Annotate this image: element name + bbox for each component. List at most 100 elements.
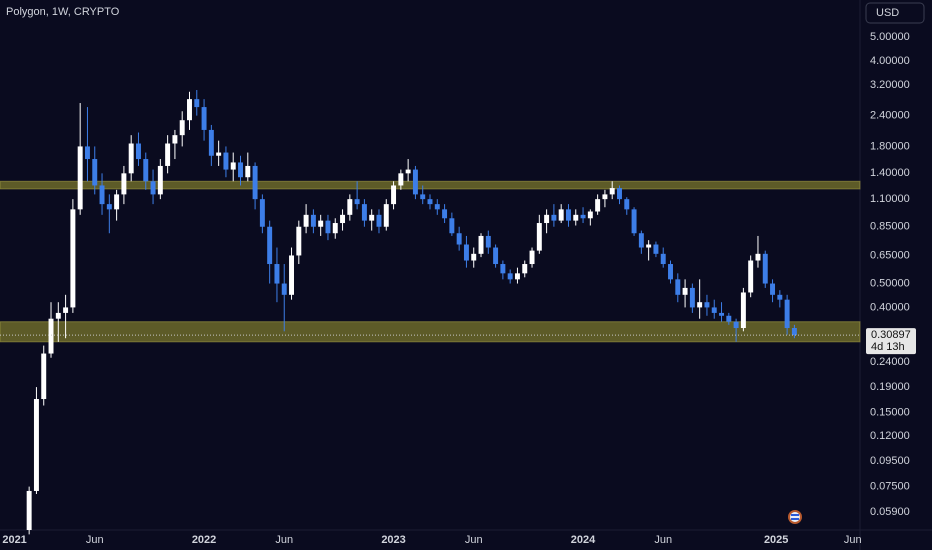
- candle-body: [289, 255, 295, 295]
- candle-body: [711, 307, 717, 313]
- candle-body: [456, 233, 462, 245]
- candle-body: [245, 165, 251, 178]
- y-tick-label: 0.12000: [870, 430, 910, 442]
- candle-body: [150, 181, 156, 195]
- candle-body: [485, 235, 491, 248]
- x-tick-label: 2022: [192, 534, 216, 546]
- candle-body: [33, 399, 39, 491]
- candle-body: [500, 264, 506, 274]
- chart-title: Polygon, 1W, CRYPTO: [6, 6, 120, 18]
- x-tick-label: 2023: [381, 534, 405, 546]
- candle-body: [719, 312, 725, 316]
- candle-body: [565, 209, 571, 221]
- candle-body: [770, 283, 776, 295]
- candle-body: [128, 143, 134, 174]
- candle-body: [697, 302, 703, 308]
- candle-body: [114, 194, 120, 210]
- y-tick-label: 1.80000: [870, 140, 910, 152]
- candle-body: [646, 244, 652, 248]
- candle-body: [536, 223, 542, 251]
- candle-body: [48, 318, 54, 354]
- event-flag[interactable]: [788, 510, 802, 524]
- candle-body: [493, 247, 499, 265]
- candle-body: [310, 214, 316, 227]
- y-tick-label: 0.15000: [870, 406, 910, 418]
- y-tick-label: 0.85000: [870, 221, 910, 233]
- candle-body: [777, 294, 783, 300]
- candle-body: [238, 162, 243, 178]
- candle-body: [748, 260, 754, 293]
- y-tick-label: 5.00000: [870, 31, 910, 43]
- y-tick-label: 0.65000: [870, 249, 910, 261]
- candle-body: [216, 152, 222, 156]
- candle-body: [340, 214, 346, 224]
- candle-body: [106, 204, 112, 210]
- candle-body: [580, 214, 586, 219]
- candle-body: [638, 233, 644, 248]
- candle-body: [143, 159, 149, 182]
- y-tick-label: 0.40000: [870, 301, 910, 313]
- zone: [0, 321, 861, 343]
- candle-body: [354, 199, 360, 205]
- candle-body: [427, 199, 433, 205]
- candle-body: [653, 244, 659, 254]
- y-tick-label: 0.19000: [870, 381, 910, 393]
- y-tick-label: 2.40000: [870, 110, 910, 122]
- candle-body: [99, 185, 105, 205]
- currency-label[interactable]: USD: [876, 7, 899, 19]
- x-tick-label: 2024: [571, 534, 596, 546]
- currency-button[interactable]: [865, 2, 925, 24]
- y-tick-label: 0.50000: [870, 277, 910, 289]
- candle-body: [201, 107, 207, 130]
- candle-body: [405, 169, 411, 174]
- candle-body: [347, 199, 353, 215]
- y-tick-label: 0.05900: [870, 506, 910, 518]
- candle-body: [70, 209, 76, 308]
- candle-body: [296, 226, 302, 256]
- candle-body: [92, 159, 98, 186]
- candle-body: [318, 220, 324, 227]
- candle-body: [602, 194, 608, 200]
- candle-body: [391, 185, 397, 205]
- candle-body: [471, 253, 477, 261]
- candle-body: [704, 302, 710, 308]
- zone: [0, 180, 861, 190]
- candle-body: [449, 218, 455, 234]
- candle-body: [165, 143, 171, 166]
- y-tick-label: 1.10000: [870, 193, 910, 205]
- candle-body: [303, 214, 309, 227]
- candle-body: [733, 321, 739, 329]
- candle-body: [675, 279, 681, 295]
- x-tick-label: 2021: [2, 534, 26, 546]
- candle-body: [179, 120, 185, 136]
- candle-body: [376, 214, 382, 227]
- candle-body: [63, 307, 69, 313]
- x-tick-label: 2025: [764, 534, 788, 546]
- candle-body: [682, 287, 688, 295]
- candle-body: [208, 129, 214, 156]
- x-tick-label: Jun: [654, 534, 672, 546]
- candle-body: [689, 287, 695, 308]
- candle-body: [762, 253, 768, 284]
- candle-body: [274, 264, 280, 284]
- y-tick-label: 0.24000: [870, 356, 910, 368]
- candle-body: [609, 188, 615, 195]
- candle-body: [383, 204, 389, 227]
- candle-body: [631, 209, 637, 234]
- candle-body: [668, 264, 673, 280]
- candle-body: [412, 169, 418, 195]
- candle-body: [478, 235, 484, 254]
- candle-body: [252, 165, 258, 200]
- candle-body: [398, 173, 404, 186]
- x-tick-label: Jun: [86, 534, 104, 546]
- candle-body: [281, 283, 287, 295]
- y-tick-label: 1.40000: [870, 167, 910, 179]
- candle-body: [514, 273, 520, 280]
- candle-body: [617, 188, 622, 200]
- candle-body: [223, 152, 229, 170]
- price-label-box: [866, 328, 916, 355]
- candle-body: [507, 273, 513, 280]
- candle-body: [791, 328, 797, 336]
- candle-body: [325, 220, 331, 234]
